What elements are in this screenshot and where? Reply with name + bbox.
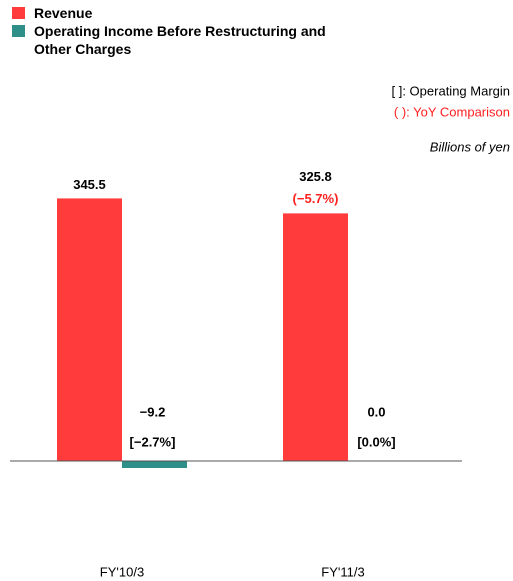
x-tick-label: FY'11/3 bbox=[321, 564, 364, 579]
note: ( ): YoY Comparison bbox=[394, 104, 510, 119]
value-label: 345.5 bbox=[73, 177, 106, 192]
bar bbox=[57, 198, 122, 462]
bar bbox=[283, 213, 348, 461]
bar bbox=[122, 461, 187, 468]
margin-label: [−2.7%] bbox=[130, 434, 176, 449]
yoy-label: (−5.7%) bbox=[293, 191, 339, 206]
value-label: 325.8 bbox=[299, 169, 332, 184]
value-label: −9.2 bbox=[140, 404, 166, 419]
margin-label: [0.0%] bbox=[357, 434, 395, 449]
legend-label: Revenue bbox=[34, 5, 93, 21]
legend-swatch bbox=[12, 25, 25, 37]
legend: Revenue Operating Income Before Restructu… bbox=[10, 4, 340, 58]
unit: Billions of yen bbox=[430, 139, 510, 154]
legend-item: Operating Income Before Restructuring an… bbox=[10, 22, 340, 58]
x-tick-label: FY'10/3 bbox=[100, 564, 144, 579]
note: [ ]: Operating Margin bbox=[392, 83, 511, 98]
value-label: 0.0 bbox=[367, 404, 385, 419]
legend-label: Operating Income Before Restructuring an… bbox=[34, 23, 326, 57]
legend-item: Revenue bbox=[10, 4, 340, 22]
legend-swatch bbox=[12, 7, 25, 19]
